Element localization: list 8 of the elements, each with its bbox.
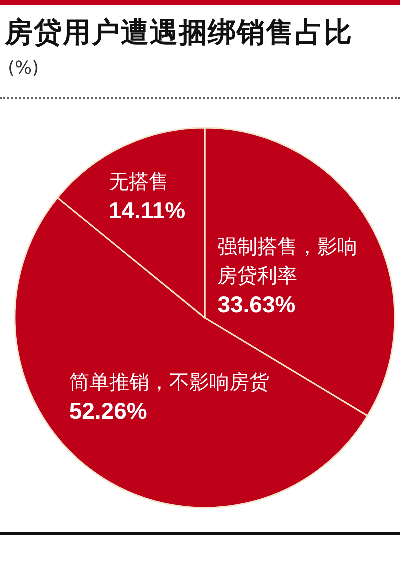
data-label: 14.11% bbox=[108, 198, 186, 224]
slice-label: 简单推销，不影响房货 bbox=[69, 370, 270, 394]
slice-label: 强制搭售，影响房贷利率 bbox=[218, 234, 358, 288]
data-label: 33.63% bbox=[218, 291, 296, 318]
data-label: 52.26% bbox=[69, 398, 148, 424]
chart-subtitle: (%) bbox=[8, 58, 40, 79]
slice-label: 无搭售 bbox=[108, 170, 169, 194]
chart-title: 房贷用户遭遇捆绑销售占比 bbox=[5, 15, 353, 51]
